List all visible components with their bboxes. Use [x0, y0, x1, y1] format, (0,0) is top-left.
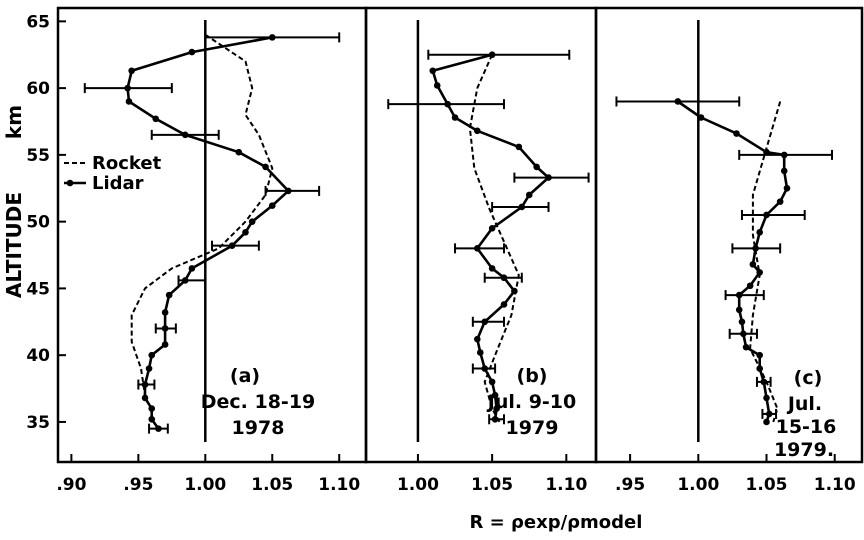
- panel-frame: [594, 6, 864, 464]
- lidar-data-point: [488, 225, 496, 232]
- panel-date-line: 1978: [232, 417, 285, 439]
- y-tick-label: 45: [26, 279, 50, 299]
- lidar-data-point: [188, 265, 196, 272]
- lidar-data-point: [488, 378, 496, 386]
- lidar-data-point: [128, 67, 135, 75]
- lidar-data-point: [746, 282, 754, 290]
- legend-rocket-label: Rocket: [92, 153, 162, 174]
- lidar-data-point: [161, 309, 169, 316]
- lidar-data-point: [763, 394, 770, 402]
- lidar-data-point: [742, 343, 750, 351]
- lidar-data-point: [235, 148, 243, 156]
- lidar-data-point: [268, 202, 276, 209]
- lidar-data-point: [511, 287, 518, 295]
- x-tick-label: 1.10: [318, 475, 360, 495]
- legend-lidar-marker: [66, 179, 74, 187]
- lidar-data-point: [756, 229, 763, 236]
- lidar-data-point: [476, 349, 484, 356]
- x-tick-label: .95: [615, 475, 645, 495]
- y-tick-label: 60: [26, 79, 50, 99]
- lidar-data-point: [738, 318, 746, 326]
- panel-date-line: Jul.: [786, 393, 822, 415]
- lidar-data-point: [756, 269, 763, 276]
- lidar-data-point: [756, 365, 763, 372]
- x-tick-label: 1.10: [814, 475, 856, 495]
- panel-date-line: 15-16: [776, 416, 837, 438]
- lidar-data-point: [165, 291, 173, 299]
- lidar-data-point: [776, 198, 784, 205]
- lidar-data-point: [533, 163, 540, 171]
- lidar-data-point: [148, 405, 156, 412]
- panel-date-line: Dec. 18-19: [201, 391, 316, 413]
- y-tick-label: 40: [26, 346, 50, 366]
- panel-label: (c): [794, 367, 823, 389]
- x-tick-label: .90: [56, 475, 86, 495]
- lidar-data-point: [783, 184, 791, 192]
- lidar-series-line: [677, 100, 789, 423]
- legend-lidar-label: Lidar: [92, 173, 144, 194]
- lidar-data-point: [248, 218, 256, 225]
- lidar-data-point: [515, 143, 523, 151]
- lidar-data-point: [148, 415, 156, 423]
- panel-date-line: 1979.: [774, 439, 834, 461]
- x-tick-label: 1.00: [184, 475, 226, 495]
- lidar-data-point: [188, 48, 196, 56]
- lidar-data-point: [488, 265, 496, 272]
- x-tick-label: 1.05: [746, 475, 788, 495]
- lidar-data-point: [500, 301, 508, 308]
- x-tick-label: 1.05: [471, 475, 513, 495]
- y-tick-label: 55: [26, 146, 50, 166]
- lidar-data-point: [262, 163, 269, 171]
- lidar-data-point: [749, 261, 757, 268]
- lidar-data-point: [763, 418, 770, 426]
- rocket-series-line: [749, 101, 782, 423]
- rocket-series-line: [130, 33, 274, 396]
- lidar-data-point: [733, 130, 740, 137]
- y-tick-label: 65: [26, 12, 50, 32]
- lidar-data-point: [763, 148, 770, 156]
- lidar-data-point: [473, 127, 481, 135]
- panel-label: (a): [230, 365, 260, 387]
- lidar-data-point: [161, 341, 169, 348]
- lidar-data-point: [491, 391, 499, 399]
- lidar-data-point: [525, 191, 533, 199]
- x-axis-label: R = ρexp/ρmodel: [470, 512, 643, 533]
- lidar-data-point: [141, 394, 149, 402]
- x-tick-label: 1.05: [251, 475, 293, 495]
- panel-date-line: 1979: [506, 417, 559, 439]
- y-axis-label: ALTITUDE: [2, 192, 26, 298]
- lidar-data-point: [433, 82, 441, 89]
- lidar-data-point: [242, 229, 249, 236]
- lidar-data-point: [145, 365, 153, 372]
- y-tick-label: 50: [26, 213, 50, 233]
- y-axis-unit: km: [2, 105, 26, 139]
- lidar-data-point: [152, 115, 160, 123]
- x-tick-label: 1.00: [397, 475, 439, 495]
- lidar-data-point: [148, 351, 156, 359]
- lidar-data-point: [429, 67, 437, 75]
- panel-date-line: Jul. 9-10: [486, 391, 577, 413]
- panel-label: (b): [517, 365, 548, 387]
- x-tick-label: 1.00: [677, 475, 719, 495]
- x-tick-label: .95: [123, 475, 153, 495]
- lidar-data-point: [735, 306, 743, 314]
- lidar-data-point: [125, 98, 133, 105]
- lidar-data-point: [756, 351, 763, 359]
- lidar-data-point: [473, 335, 481, 343]
- y-tick-label: 35: [26, 413, 50, 433]
- lidar-data-point: [451, 114, 459, 121]
- lidar-data-point: [493, 405, 500, 412]
- lidar-data-point: [780, 167, 788, 175]
- lidar-data-point: [697, 114, 705, 121]
- x-tick-label: 1.10: [545, 475, 587, 495]
